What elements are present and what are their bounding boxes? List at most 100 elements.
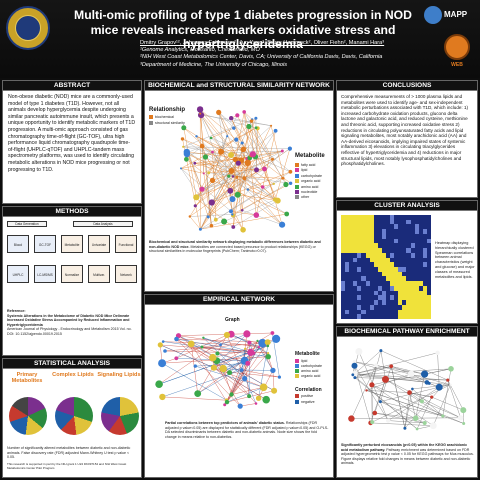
heatmap-cell [426, 290, 432, 296]
methods-step: Functional [115, 235, 137, 253]
heatmap-cell [410, 281, 415, 287]
network-node [224, 399, 230, 405]
network-edge [218, 112, 234, 129]
network-node [243, 330, 251, 338]
heatmap-cell [369, 252, 374, 258]
network-node [365, 389, 368, 392]
heatmap-cell [353, 267, 358, 273]
heatmap-cell [386, 248, 391, 254]
network-node [232, 126, 236, 130]
empirical-legend-classes: lipid carbohydrate amino acid organic ac… [295, 359, 322, 379]
heatmap-cell [349, 267, 354, 273]
heatmap-cell [357, 314, 362, 320]
network-edge [183, 146, 213, 153]
heatmap-cell [377, 304, 383, 310]
network-edge [352, 368, 452, 376]
network-node [226, 135, 229, 138]
network-edge [186, 151, 249, 160]
heatmap-cell [357, 281, 362, 287]
relationship-legend-structural: structural similarity [149, 121, 185, 126]
network-edge [180, 127, 257, 169]
heatmap-cell [373, 295, 379, 301]
heatmap-cell [406, 271, 411, 277]
heatmap-cell [365, 248, 370, 254]
heatmap-cell [386, 281, 391, 287]
heatmap-cell [394, 233, 399, 239]
network-node [229, 392, 234, 397]
heatmap-cell [418, 281, 424, 287]
heatmap-cell [426, 285, 432, 291]
metabolite-legend-item: fatty acid [295, 163, 322, 168]
heatmap-cell [406, 281, 411, 287]
heatmap-cell [386, 252, 391, 258]
methods-step: Network [115, 265, 137, 283]
heatmap-cell [381, 276, 387, 282]
heatmap-cell [410, 238, 415, 244]
network-edge [176, 338, 251, 353]
heatmap-cell [386, 276, 391, 282]
heatmap-cell [365, 309, 370, 315]
heatmap-cell [365, 262, 370, 268]
heatmap-cell [414, 229, 419, 235]
heatmap-cell [390, 314, 395, 320]
methods-step: GC-TOF [34, 235, 56, 253]
network-edge [190, 343, 198, 394]
network-edge [412, 384, 451, 390]
heatmap-cell [390, 290, 395, 296]
network-edge [351, 417, 461, 419]
heatmap-cell [349, 300, 354, 306]
heatmap-cell [381, 285, 387, 291]
network-node [246, 123, 252, 130]
network-node [378, 400, 382, 404]
empirical-legend-title: Metabolite [295, 351, 320, 357]
methods-heading: METHODS [3, 207, 141, 217]
heatmap-cell [386, 224, 391, 230]
network-edge [161, 362, 227, 401]
network-edge [201, 177, 245, 190]
methods-label-analysis: Data Analysis [73, 221, 133, 227]
network-node [182, 145, 185, 148]
network-edge [222, 368, 232, 395]
heatmap-cell [394, 295, 399, 301]
heatmap-cell [418, 219, 424, 225]
methods-step: LC-MS/MS [34, 265, 56, 283]
network-node [446, 378, 450, 382]
network-edge [431, 396, 464, 411]
heatmap-cell [349, 219, 354, 225]
network-edge [188, 145, 203, 153]
heatmap-cell [377, 285, 383, 291]
stats-caption: Number of significantly altered metaboli… [7, 446, 131, 460]
heatmap-cell [394, 300, 399, 306]
heatmap-cell [381, 238, 387, 244]
heatmap-cell [365, 229, 370, 235]
heatmap-cell [369, 285, 374, 291]
heatmap-cell [349, 243, 354, 249]
metabolite-legend-item: organic acid [295, 179, 322, 184]
heatmap-cell [402, 252, 407, 258]
network-node [234, 137, 239, 142]
heatmap-cell [398, 271, 403, 277]
network-node [231, 213, 234, 216]
heatmap-cell [361, 262, 366, 268]
network-edge [437, 352, 440, 388]
network-node [288, 181, 293, 185]
heatmap-cell [369, 248, 374, 254]
heatmap-cell [398, 304, 403, 310]
heatmap-cell [349, 309, 354, 315]
heatmap-cell [349, 314, 354, 320]
network-node [157, 342, 163, 348]
network-edge [215, 171, 291, 220]
network-node [219, 343, 222, 347]
heatmap-cell [357, 300, 362, 306]
network-edge [237, 125, 272, 195]
heatmap-cell [406, 233, 411, 239]
reference-title: Systemic Alterations in the Metabolome o… [7, 313, 130, 327]
heatmap-cell [345, 238, 350, 244]
heatmap-cell [398, 276, 403, 282]
heatmap-cell [341, 285, 346, 291]
heatmap-cell [341, 248, 346, 254]
network-edge [388, 386, 440, 421]
heatmap-cell [390, 262, 395, 268]
methods-panel: METHODS Data Generation Data Analysis Bl… [2, 206, 142, 356]
heatmap-cell [377, 262, 383, 268]
